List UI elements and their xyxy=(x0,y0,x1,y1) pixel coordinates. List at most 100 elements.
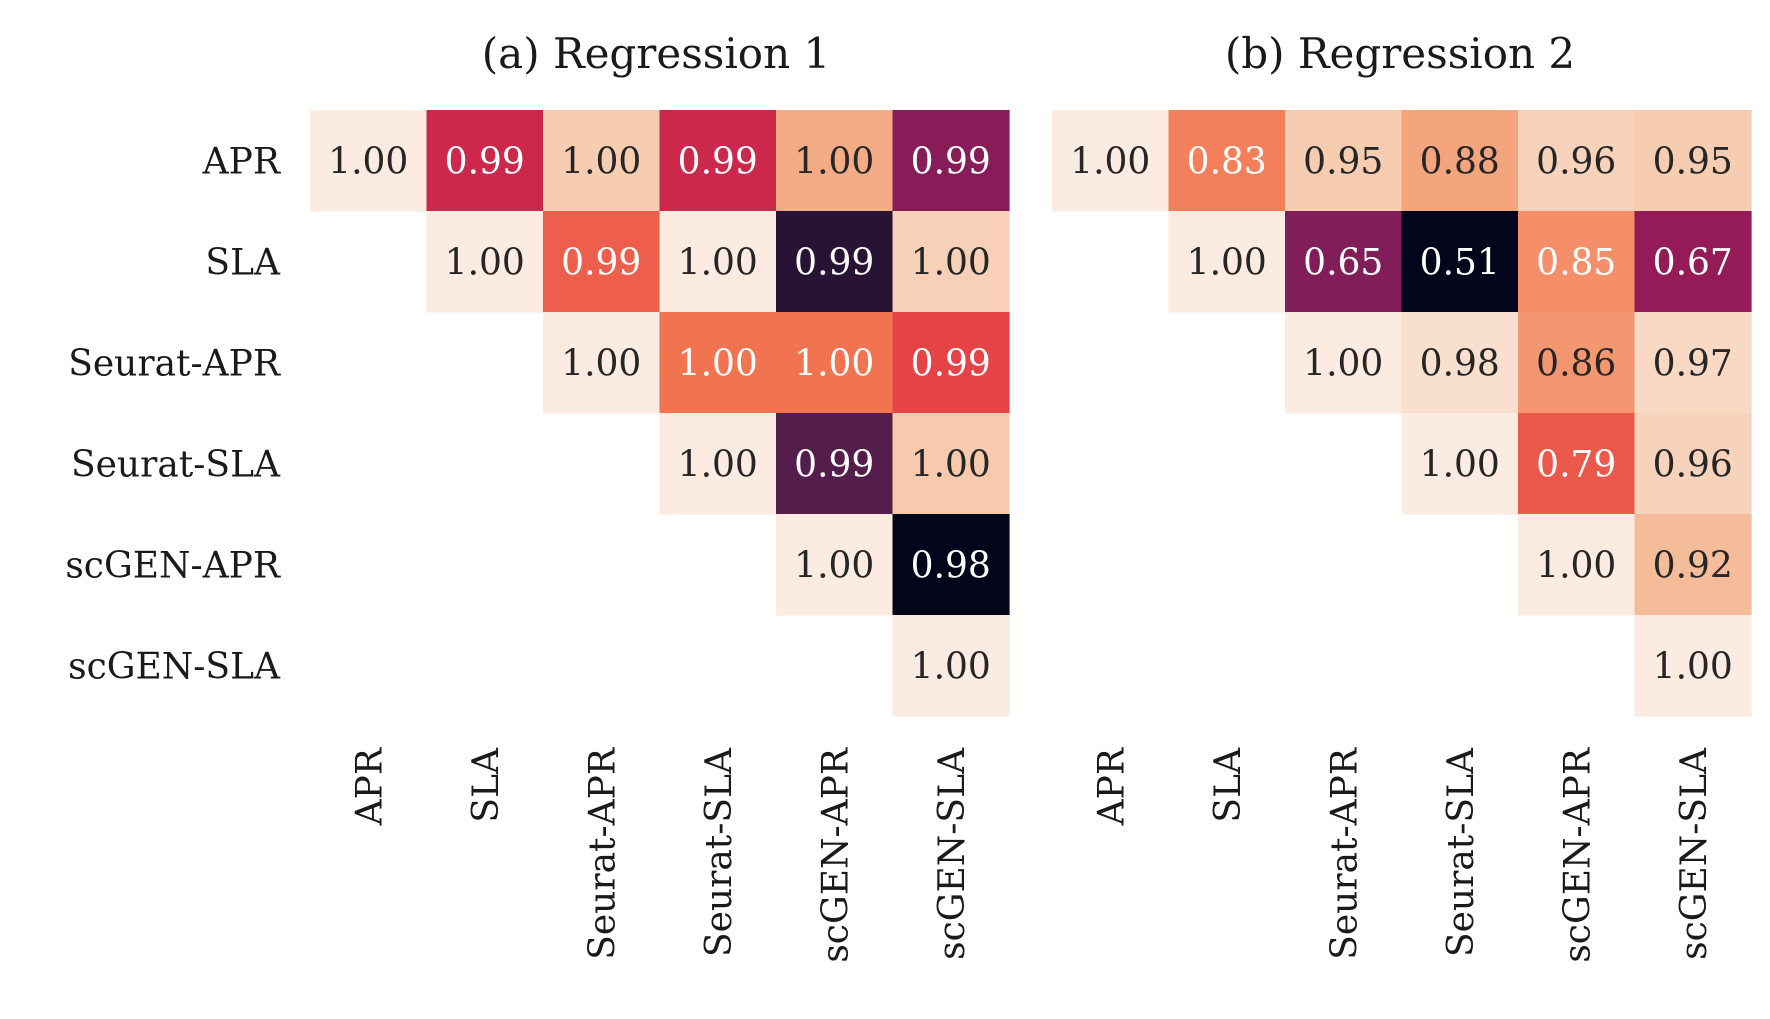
heatmap-cell xyxy=(1168,110,1286,212)
heatmap-cell xyxy=(776,312,894,414)
heatmap-cell xyxy=(543,211,661,313)
cell-value-label: 1.00 xyxy=(911,445,991,486)
x-tick-label: SLA xyxy=(1208,747,1249,823)
heatmap-cell xyxy=(543,110,661,212)
cell-value-label: 0.97 xyxy=(1653,344,1733,385)
x-tick-label: scGEN-APR xyxy=(815,747,856,963)
heatmap-cell xyxy=(1518,514,1636,616)
cell-value-label: 0.85 xyxy=(1536,243,1616,284)
heatmap-cell xyxy=(892,211,1010,313)
heatmap-cell xyxy=(892,110,1010,212)
cell-value-label: 1.00 xyxy=(445,243,525,284)
y-tick-label: APR xyxy=(202,142,281,183)
x-tick-label: Seurat-APR xyxy=(582,747,623,960)
cell-value-label: 0.95 xyxy=(1653,142,1733,183)
heatmap-cell xyxy=(1634,615,1752,717)
x-tick-label: APR xyxy=(349,747,390,826)
cell-value-label: 0.95 xyxy=(1303,142,1383,183)
heatmap-panel-b: (b) Regression 2 1.00 0.83 0.95 0.88 0.96 0.95… xyxy=(1052,29,1752,963)
cell-value-label: 1.00 xyxy=(678,445,758,486)
cell-value-label: 0.96 xyxy=(1653,445,1733,486)
heatmap-cell xyxy=(1401,211,1519,313)
cell-value-label: 0.83 xyxy=(1187,142,1267,183)
cell-value-label: 0.96 xyxy=(1536,142,1616,183)
cell-value-label: 1.00 xyxy=(1187,243,1267,284)
cell-value-label: 0.99 xyxy=(911,344,991,385)
x-tick-label: Seurat-SLA xyxy=(699,747,740,957)
y-tick-label: Seurat-SLA xyxy=(71,445,281,486)
cell-value-label: 1.00 xyxy=(328,142,408,183)
heatmap-panel-a: (a) Regression 1 1.00 0.99 1.00 0.99 1.00 0.99… xyxy=(65,29,1010,963)
cell-value-label: 1.00 xyxy=(911,647,991,688)
heatmap-cell xyxy=(1634,110,1752,212)
heatmap-cell xyxy=(892,514,1010,616)
heatmap-cell xyxy=(776,110,894,212)
heatmap-cell xyxy=(1634,514,1752,616)
cell-value-label: 0.99 xyxy=(561,243,641,284)
x-tick-label: scGEN-SLA xyxy=(1674,747,1715,960)
cell-value-label: 0.99 xyxy=(911,142,991,183)
cell-value-label: 0.92 xyxy=(1653,546,1733,587)
y-tick-label: SLA xyxy=(205,243,281,284)
heatmap-cell xyxy=(1518,211,1636,313)
x-tick-label: Seurat-SLA xyxy=(1441,747,1482,957)
heatmap-cell xyxy=(776,211,894,313)
cell-value-label: 0.99 xyxy=(794,243,874,284)
heatmap-cell xyxy=(1285,312,1403,414)
heatmap-cell xyxy=(659,211,777,313)
x-tick-label: APR xyxy=(1091,747,1132,826)
cell-value-label: 1.00 xyxy=(561,142,641,183)
heatmap-cell xyxy=(892,615,1010,717)
heatmap-cell xyxy=(1518,110,1636,212)
cell-value-label: 0.98 xyxy=(1420,344,1500,385)
cell-value-label: 0.99 xyxy=(794,445,874,486)
cell-value-label: 0.88 xyxy=(1420,142,1500,183)
cell-value-label: 1.00 xyxy=(794,142,874,183)
heatmap-cell xyxy=(776,413,894,515)
heatmap-cell xyxy=(892,413,1010,515)
x-tick-label: scGEN-SLA xyxy=(932,747,973,960)
cell-value-label: 1.00 xyxy=(1070,142,1150,183)
x-tick-label: Seurat-APR xyxy=(1324,747,1365,960)
heatmap-cell xyxy=(1401,312,1519,414)
heatmap-cell xyxy=(1401,413,1519,515)
heatmap-cell xyxy=(1634,413,1752,515)
cell-value-label: 0.86 xyxy=(1536,344,1616,385)
cell-value-label: 0.99 xyxy=(445,142,525,183)
heatmap-cell xyxy=(426,211,544,313)
x-tick-label: SLA xyxy=(466,747,507,823)
cell-value-label: 1.00 xyxy=(794,344,874,385)
heatmap-cell xyxy=(659,312,777,414)
x-tick-label: scGEN-APR xyxy=(1557,747,1598,963)
y-tick-label: Seurat-APR xyxy=(68,344,281,385)
y-tick-label: scGEN-SLA xyxy=(68,647,281,688)
cell-value-label: 1.00 xyxy=(678,344,758,385)
heatmap-cell xyxy=(1634,312,1752,414)
y-tick-label: scGEN-APR xyxy=(65,546,281,587)
heatmap-cell xyxy=(1052,110,1170,212)
cell-value-label: 1.00 xyxy=(561,344,641,385)
heatmap-cell xyxy=(426,110,544,212)
heatmap-cell xyxy=(1285,211,1403,313)
heatmap-cell xyxy=(776,514,894,616)
cell-value-label: 1.00 xyxy=(1536,546,1616,587)
chart-title: (b) Regression 2 xyxy=(1225,29,1575,78)
cell-value-label: 1.00 xyxy=(1420,445,1500,486)
cell-value-label: 0.99 xyxy=(678,142,758,183)
heatmap-cell xyxy=(1518,312,1636,414)
heatmap-cell xyxy=(1401,110,1519,212)
heatmap-cell xyxy=(659,110,777,212)
chart-title: (a) Regression 1 xyxy=(482,29,830,78)
cell-value-label: 0.79 xyxy=(1536,445,1616,486)
heatmap-cell xyxy=(659,413,777,515)
cell-value-label: 1.00 xyxy=(678,243,758,284)
cell-value-label: 0.51 xyxy=(1420,243,1500,284)
heatmap-cell xyxy=(1634,211,1752,313)
cell-value-label: 0.98 xyxy=(911,546,991,587)
heatmap-cell xyxy=(543,312,661,414)
heatmap-cell xyxy=(1518,413,1636,515)
heatmap-cell xyxy=(892,312,1010,414)
heatmap-cell xyxy=(310,110,428,212)
heatmap-cell xyxy=(1168,211,1286,313)
